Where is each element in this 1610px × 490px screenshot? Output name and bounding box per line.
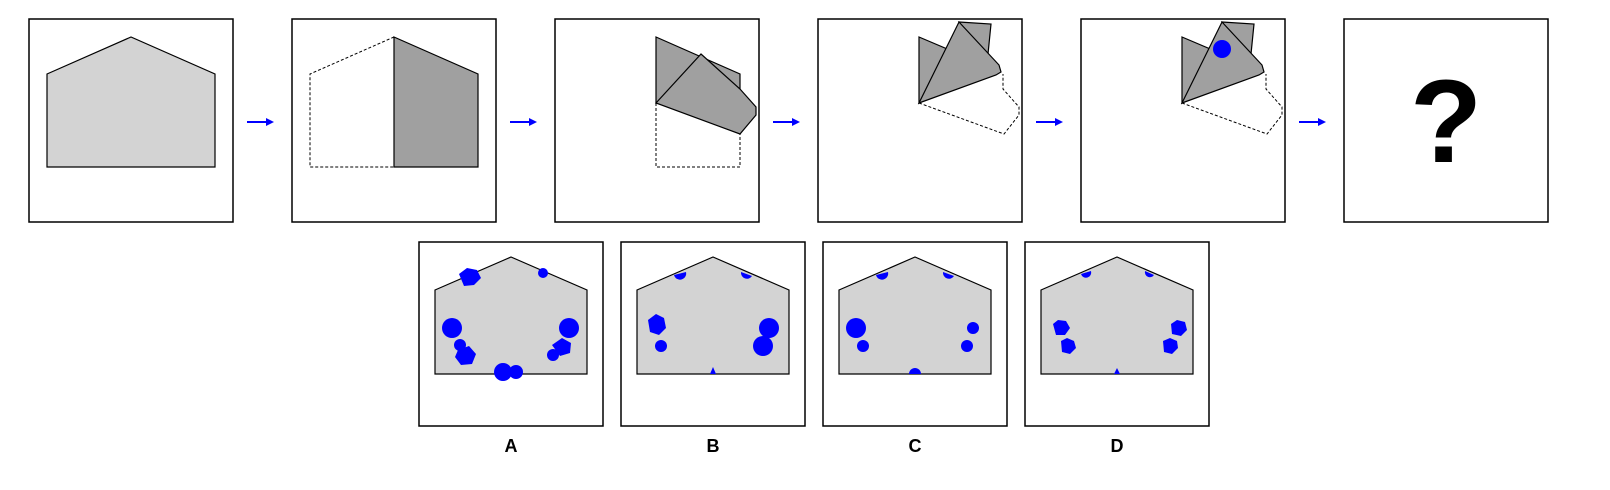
fold-outline — [309, 36, 395, 168]
question-mark: ? — [1410, 56, 1482, 188]
option-label: C — [909, 436, 922, 456]
holes — [442, 268, 579, 381]
folded-flap — [917, 20, 1002, 105]
right-arrow-icon — [773, 118, 800, 126]
paper-shape — [46, 36, 216, 168]
option-label: B — [707, 436, 720, 456]
option-b[interactable]: B — [620, 241, 806, 456]
paper-shape — [838, 256, 992, 375]
question-panel: ? — [1343, 18, 1549, 223]
option-label: D — [1111, 436, 1124, 456]
right-arrow-icon — [510, 118, 537, 126]
folded-flap — [654, 53, 757, 135]
panel-frame — [1343, 18, 1549, 223]
fold-outline — [918, 74, 1020, 135]
holes — [1053, 271, 1187, 374]
paper-shape — [636, 256, 790, 375]
step-3-panel — [554, 18, 760, 223]
paper-shape — [434, 256, 588, 375]
option-a[interactable]: A — [418, 241, 604, 456]
step-4-panel — [817, 18, 1023, 223]
option-d[interactable]: D — [1024, 241, 1210, 456]
step-5-panel — [1080, 18, 1286, 223]
fold-outline — [1181, 74, 1283, 135]
folded-flap — [1180, 20, 1265, 105]
holes — [648, 272, 779, 374]
step-1-panel — [28, 18, 234, 223]
fold-outline — [655, 103, 741, 168]
punched-hole — [1213, 40, 1231, 58]
paper-shape — [1040, 256, 1194, 375]
folded-flap — [393, 36, 479, 168]
step-2-panel — [291, 18, 497, 223]
option-label: A — [505, 436, 518, 456]
option-c[interactable]: C — [822, 241, 1008, 456]
right-arrow-icon — [1036, 118, 1063, 126]
right-arrow-icon — [1299, 118, 1326, 126]
right-arrow-icon — [247, 118, 274, 126]
holes — [846, 272, 979, 374]
